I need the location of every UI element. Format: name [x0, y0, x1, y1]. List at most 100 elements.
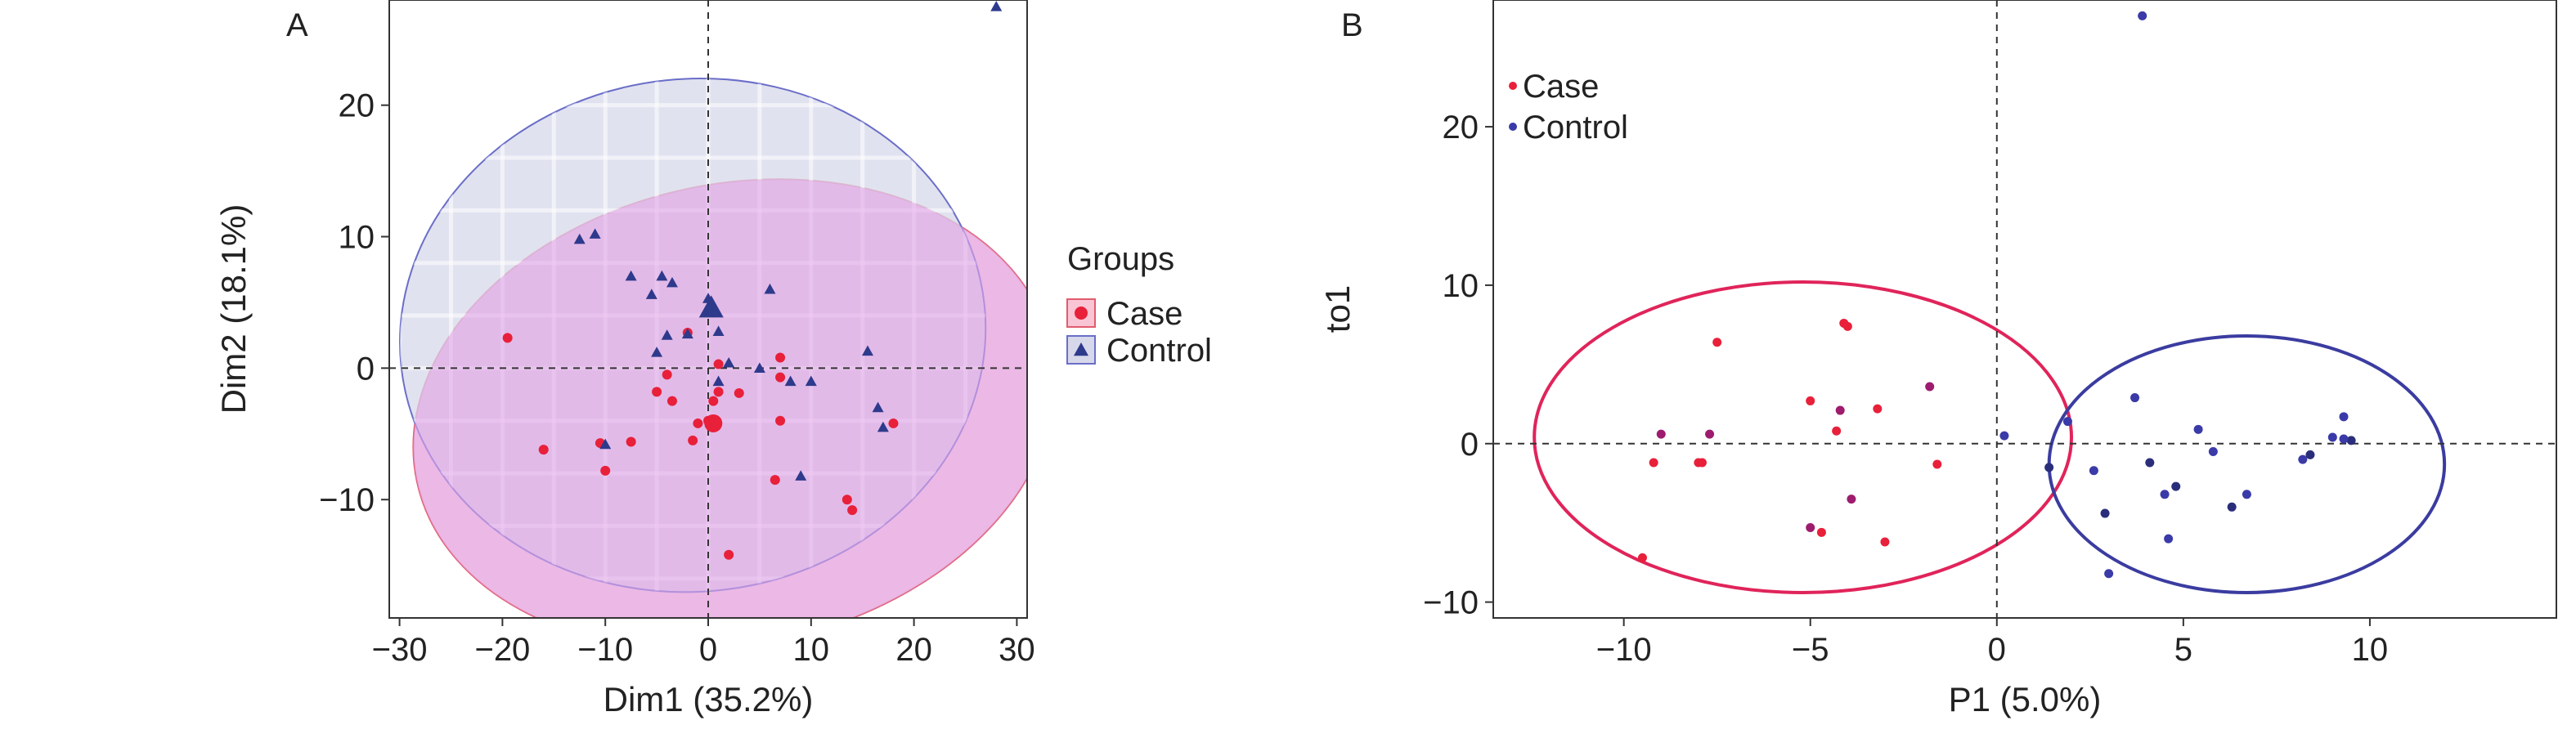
data-point-case: [1880, 537, 1890, 547]
y-tick-label: −10: [319, 482, 375, 518]
data-point-case: [1656, 429, 1666, 439]
data-point-case: [1842, 321, 1852, 331]
data-point-control: [573, 233, 586, 244]
data-point-case: [1806, 396, 1815, 405]
data-point-case: [1806, 523, 1815, 533]
data-point-case: [626, 436, 636, 447]
data-point-control: [795, 470, 807, 481]
data-point-control: [2327, 432, 2337, 442]
data-point-case: [888, 418, 899, 428]
x-tick-label: 10: [793, 632, 830, 668]
data-point-case: [1649, 458, 1658, 468]
data-point-case: [713, 359, 724, 369]
x-tick-label: −20: [474, 632, 530, 668]
data-point-case: [770, 475, 780, 486]
data-point-control: [2100, 508, 2110, 518]
data-point-case: [708, 396, 719, 406]
data-point-case: [688, 435, 698, 445]
data-point-case: [1835, 405, 1845, 415]
data-point-control: [2145, 458, 2155, 468]
data-point-control: [2104, 569, 2114, 579]
data-point-control: [2193, 424, 2203, 434]
data-point-control: [2044, 463, 2054, 472]
x-tick-label: 20: [895, 632, 932, 668]
panel-label: B: [1341, 7, 1363, 43]
legend-title: Groups: [1067, 241, 1174, 277]
panel-label: A: [286, 7, 308, 43]
data-point-case: [724, 549, 734, 560]
data-point-case: [1847, 495, 1856, 504]
data-point-control: [681, 328, 693, 339]
data-point-case: [600, 465, 611, 476]
data-point-case: [713, 387, 724, 397]
data-point-control: [764, 283, 776, 294]
centroid-case: [704, 414, 723, 432]
legend-label: Control: [1106, 333, 1212, 369]
data-point-control: [625, 270, 637, 281]
y-tick-label: 0: [357, 351, 375, 387]
data-point-control: [784, 375, 797, 387]
data-point-control: [712, 325, 725, 336]
data-point-control: [723, 356, 735, 368]
plot-area: [389, 0, 1027, 618]
plot-frame: [1492, 0, 2557, 619]
confidence-ellipse-case: [1533, 280, 2074, 594]
data-point-case: [775, 372, 786, 383]
y-tick-label: 20: [1443, 110, 1479, 145]
data-point-control: [862, 345, 873, 356]
x-tick-label: 5: [2174, 632, 2192, 668]
data-point-control: [2305, 450, 2315, 459]
data-point-control: [2130, 393, 2140, 403]
data-point-control: [990, 1, 1003, 11]
data-point-control: [872, 401, 884, 413]
data-point-control: [651, 347, 663, 357]
data-point-control: [1999, 431, 2009, 441]
x-tick-label: −10: [1596, 632, 1652, 668]
x-axis-label: Dim1 (35.2%): [604, 680, 814, 718]
data-point-control: [2242, 490, 2251, 499]
data-point-case: [1705, 429, 1715, 439]
data-point-case: [1816, 527, 1826, 537]
data-point-case: [1932, 459, 1942, 469]
data-point-control: [2160, 490, 2170, 499]
legend-label: Case: [1106, 296, 1183, 332]
x-axis-label: P1 (5.0%): [1949, 680, 2102, 718]
data-point-case: [538, 445, 549, 455]
data-point-case: [1832, 426, 1842, 436]
data-point-control: [2298, 454, 2308, 464]
data-point-control: [2171, 481, 2181, 491]
x-tick-label: −30: [372, 632, 428, 668]
data-point-control: [599, 438, 612, 450]
data-point-case: [652, 387, 662, 397]
legend-marker: [1509, 82, 1517, 90]
plot-area: [1493, 0, 2556, 618]
data-point-control: [2062, 417, 2072, 427]
data-point-case: [775, 352, 786, 363]
x-tick-label: −10: [577, 632, 633, 668]
confidence-ellipse-control: [2047, 333, 2447, 594]
data-point-case: [1925, 382, 1935, 392]
data-point-control: [2208, 446, 2218, 456]
data-point-case: [1873, 404, 1883, 414]
data-point-case: [502, 333, 513, 343]
data-point-case: [1637, 553, 1647, 562]
legend-marker: [1075, 307, 1088, 320]
x-tick-label: 30: [999, 632, 1035, 668]
data-point-control: [589, 228, 601, 239]
panel-B: B −10 −5 0 5 10 20 10 0 −10 P1 (5.0%) to1 Case Contro…: [1318, 0, 2557, 718]
data-point-case: [1697, 458, 1707, 468]
x-tick-label: 0: [699, 632, 717, 668]
data-point-control: [753, 362, 765, 373]
y-axis-label: to1: [1318, 285, 1357, 333]
legend-marker: [1509, 123, 1517, 131]
data-point-case: [666, 396, 677, 406]
x-tick-label: 10: [2352, 632, 2389, 668]
legend-key-box: [1066, 298, 1096, 328]
y-tick-label: 20: [339, 88, 375, 124]
y-tick-label: 0: [1461, 427, 1479, 463]
data-point-case: [775, 415, 786, 426]
y-tick-label: 10: [1443, 268, 1479, 304]
x-tick-label: 0: [1988, 632, 2006, 668]
data-point-control: [2339, 434, 2349, 444]
